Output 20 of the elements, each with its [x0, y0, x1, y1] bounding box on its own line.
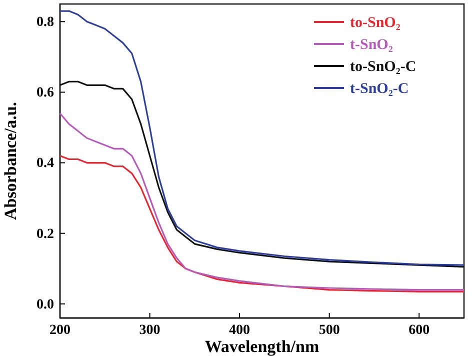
legend-label: to-SnO₂-C: [350, 59, 416, 75]
line-series: [59, 10, 465, 266]
x-tick-label: 400: [229, 322, 250, 338]
legend-label: t-SnO₂-C: [350, 81, 409, 97]
legend-label: t-SnO₂: [350, 37, 394, 53]
x-tick-label: 600: [408, 322, 430, 338]
line-series: [59, 154, 465, 292]
line-series: [59, 112, 465, 291]
y-axis-title: Absorbance/a.u.: [1, 102, 20, 220]
x-tick-label: 500: [318, 322, 340, 338]
x-tick-label: 300: [139, 322, 160, 338]
y-tick-label: 0.4: [36, 156, 54, 172]
y-tick-label: 0.0: [36, 297, 54, 312]
line-series: [59, 80, 465, 268]
y-tick-label: 0.8: [36, 15, 54, 30]
y-tick-label: 0.6: [36, 86, 54, 101]
y-tick-label: 0.2: [36, 226, 54, 242]
x-axis-title: Wavelength/nm: [204, 337, 320, 356]
x-tick-label: 200: [50, 322, 70, 338]
legend-label: to-SnO₂: [350, 15, 401, 31]
